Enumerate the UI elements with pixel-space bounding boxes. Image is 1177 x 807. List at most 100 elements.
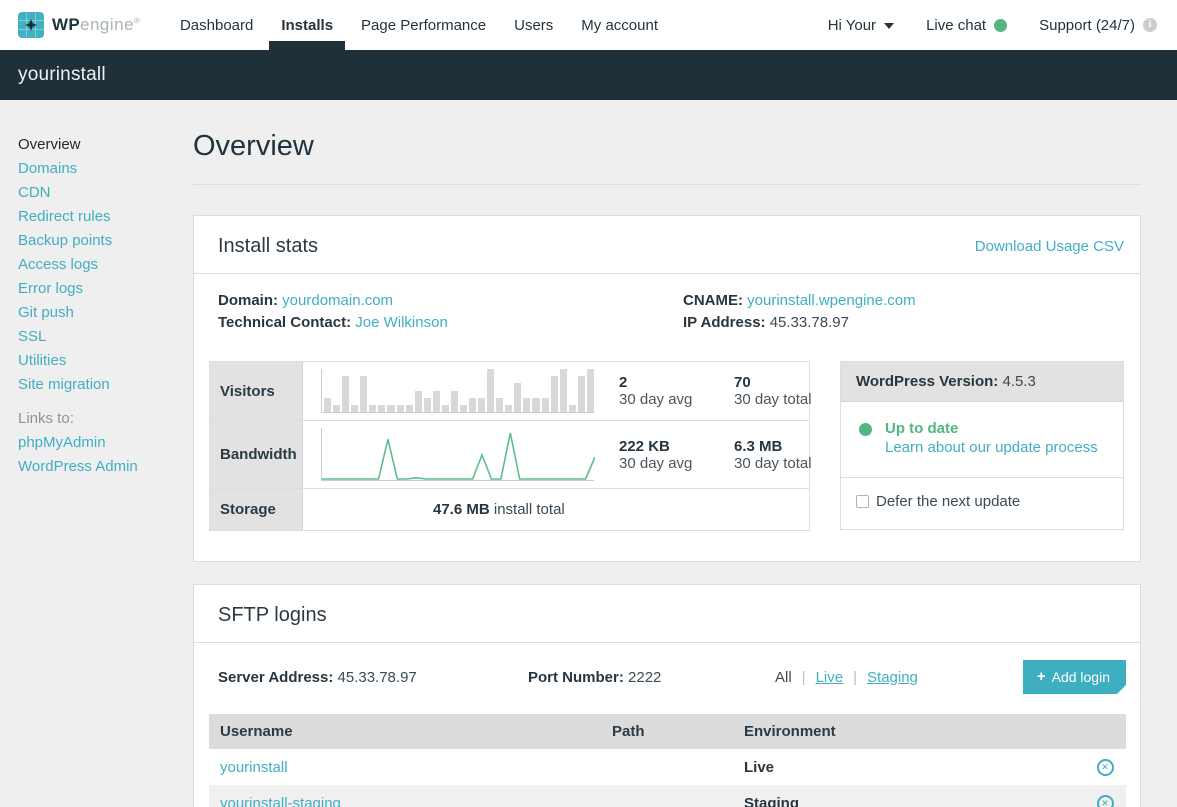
divider [194,642,1140,643]
defer-update-checkbox[interactable] [856,495,869,508]
divider [194,273,1140,274]
ip-address-label: IP Address: [683,314,766,331]
brand-trademark: ® [134,16,140,26]
technical-contact-info: Technical Contact: Joe Wilkinson [218,314,683,331]
filter-separator: | [853,668,858,686]
sidebar-item-backup-points[interactable]: Backup points [18,232,113,249]
live-chat-label: Live chat [926,16,987,34]
sftp-logins-card: SFTP logins Server Address: 45.33.78.97 … [193,584,1141,807]
sftp-logins-title: SFTP logins [218,604,327,626]
add-login-label: Add login [1051,668,1110,685]
technical-contact-link[interactable]: Joe Wilkinson [355,314,448,331]
wordpress-version-value: 4.5.3 [1002,373,1036,390]
sidebar: Overview Domains CDN Redirect rules Back… [0,100,193,807]
nav-item-page-performance[interactable]: Page Performance [361,16,487,34]
install-stats-title: Install stats [218,235,319,257]
info-icon [1143,18,1157,32]
sidebar-item-site-migration[interactable]: Site migration [18,376,110,393]
bandwidth-avg: 222 KB 30 day avg [619,437,693,472]
visitors-label: Visitors [210,362,303,420]
cname-link[interactable]: yourinstall.wpengine.com [747,292,916,309]
wpengine-logo-icon [18,12,44,38]
install-stats-card: Install stats Download Usage CSV Domain:… [193,215,1141,562]
bandwidth-row: Bandwidth 222 KB 30 day avg [210,421,812,489]
plus-icon: + [1036,668,1046,685]
filter-all[interactable]: All [775,668,792,686]
visitors-total: 70 30 day total [734,374,812,408]
port-number-info: Port Number: 2222 [528,669,775,686]
user-menu[interactable]: Hi Your [827,16,895,34]
online-status-icon [994,18,1008,32]
sidebar-item-error-logs[interactable]: Error logs [18,280,84,297]
chevron-down-icon [884,23,895,29]
defer-update-label: Defer the next update [876,493,1021,510]
visitors-bar-chart [321,369,594,413]
table-row: yourinstall Live [209,749,1126,785]
bandwidth-line-chart [321,428,595,481]
filter-staging[interactable]: Staging [867,668,918,686]
download-usage-csv-link[interactable]: Download Usage CSV [974,238,1124,255]
domain-link[interactable]: yourdomain.com [282,292,394,309]
storage-row: Storage 47.6 MB install total [210,489,809,530]
nav-item-users[interactable]: Users [514,16,554,34]
up-to-date-status: Up to date [885,420,959,437]
sidebar-link-wordpress-admin[interactable]: WordPress Admin [18,458,138,475]
sidebar-link-phpmyadmin[interactable]: phpMyAdmin [18,434,106,451]
top-navigation: WPengine® Dashboard Installs Page Perfor… [0,0,1177,50]
sidebar-item-ssl[interactable]: SSL [18,328,47,345]
nav-item-dashboard[interactable]: Dashboard [179,16,254,34]
column-environment: Environment [744,723,836,740]
environment-filters: All | Live | Staging [775,669,918,686]
wordpress-version-header: WordPress Version: 4.5.3 [841,362,1123,402]
domain-info: Domain: yourdomain.com [218,292,683,309]
primary-nav: Dashboard Installs Page Performance User… [166,0,672,50]
server-address-label: Server Address: [218,668,334,686]
usage-stats-table: Visitors 2 30 day avg 70 30 day total [209,361,812,531]
sidebar-item-overview[interactable]: Overview [18,136,81,153]
sidebar-item-domains[interactable]: Domains [18,160,78,177]
server-address-value: 45.33.78.97 [337,668,417,686]
add-login-button[interactable]: + Add login [1023,660,1126,694]
cname-label: CNAME: [683,292,743,309]
sftp-username-link[interactable]: yourinstall [220,758,288,776]
update-process-link[interactable]: Learn about our update process [885,439,1098,456]
delete-login-icon[interactable] [1096,794,1114,807]
visitors-row: Visitors 2 30 day avg 70 30 day total [210,362,812,421]
sidebar-item-utilities[interactable]: Utilities [18,352,67,369]
top-right-menu: Hi Your Live chat Support (24/7) [828,17,1157,34]
nav-item-installs[interactable]: Installs [267,0,347,50]
support-menu[interactable]: Support (24/7) [1039,17,1157,34]
brand-wp: WP [52,15,80,34]
ip-address-value: 45.33.78.97 [769,314,849,331]
sftp-environment: Live [744,758,775,776]
port-number-label: Port Number: [528,668,624,686]
main-content: Overview Install stats Download Usage CS… [193,100,1177,807]
storage-label: Storage [210,489,303,530]
live-chat-menu[interactable]: Live chat [926,16,1008,34]
sidebar-item-cdn[interactable]: CDN [18,184,51,201]
page-title: Overview [193,130,314,162]
bandwidth-total: 6.3 MB 30 day total [734,437,812,472]
links-to-label: Links to: [18,410,74,427]
title-divider [193,184,1141,185]
table-row: yourinstall-staging Staging [209,785,1126,807]
delete-login-icon[interactable] [1096,758,1114,776]
wordpress-version-box: WordPress Version: 4.5.3 Up to date Lear… [840,361,1124,530]
sftp-table-header: Username Path Environment [209,714,1126,749]
support-label: Support (24/7) [1039,16,1135,34]
wordpress-version-label: WordPress Version: [856,373,999,390]
bandwidth-label: Bandwidth [210,421,303,488]
sidebar-item-git-push[interactable]: Git push [18,304,74,321]
user-menu-label: Hi Your [827,16,877,34]
wpengine-logo[interactable]: WPengine® [18,12,140,38]
domain-label: Domain: [218,292,278,309]
visitors-avg: 2 30 day avg [619,374,693,408]
sftp-username-link[interactable]: yourinstall-staging [220,794,341,807]
sidebar-item-redirect-rules[interactable]: Redirect rules [18,208,111,225]
filter-live[interactable]: Live [815,668,844,686]
filter-separator: | [801,668,806,686]
server-address-info: Server Address: 45.33.78.97 [218,669,528,686]
nav-item-my-account[interactable]: My account [581,16,658,34]
sidebar-item-access-logs[interactable]: Access logs [18,256,99,273]
brand-engine: engine [79,15,135,34]
